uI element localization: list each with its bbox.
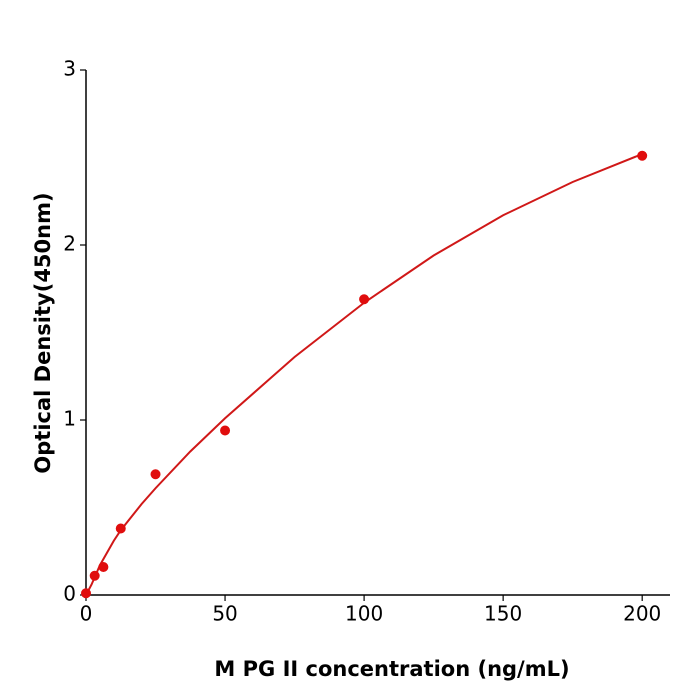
x-tick-label: 100 bbox=[345, 602, 383, 626]
fit-curve bbox=[85, 153, 643, 596]
data-point bbox=[637, 150, 648, 161]
x-axis-label: M PG II concentration (ng/mL) bbox=[214, 657, 569, 681]
data-point bbox=[89, 570, 100, 581]
y-axis-label: Optical Density(450nm) bbox=[31, 192, 55, 473]
y-tick-label: 2 bbox=[63, 232, 76, 256]
data-point bbox=[150, 469, 161, 480]
x-tick-label: 200 bbox=[623, 602, 661, 626]
y-tick-label: 3 bbox=[63, 57, 76, 81]
data-point bbox=[81, 588, 91, 599]
data-point bbox=[359, 294, 370, 305]
data-point bbox=[220, 425, 231, 436]
x-tick-label: 50 bbox=[212, 602, 237, 626]
y-tick-label: 0 bbox=[63, 582, 76, 606]
y-tick-label: 1 bbox=[63, 407, 76, 431]
x-tick-label: 150 bbox=[484, 602, 522, 626]
x-tick-label: 0 bbox=[80, 602, 93, 626]
data-point bbox=[98, 562, 109, 572]
data-point bbox=[115, 523, 126, 534]
